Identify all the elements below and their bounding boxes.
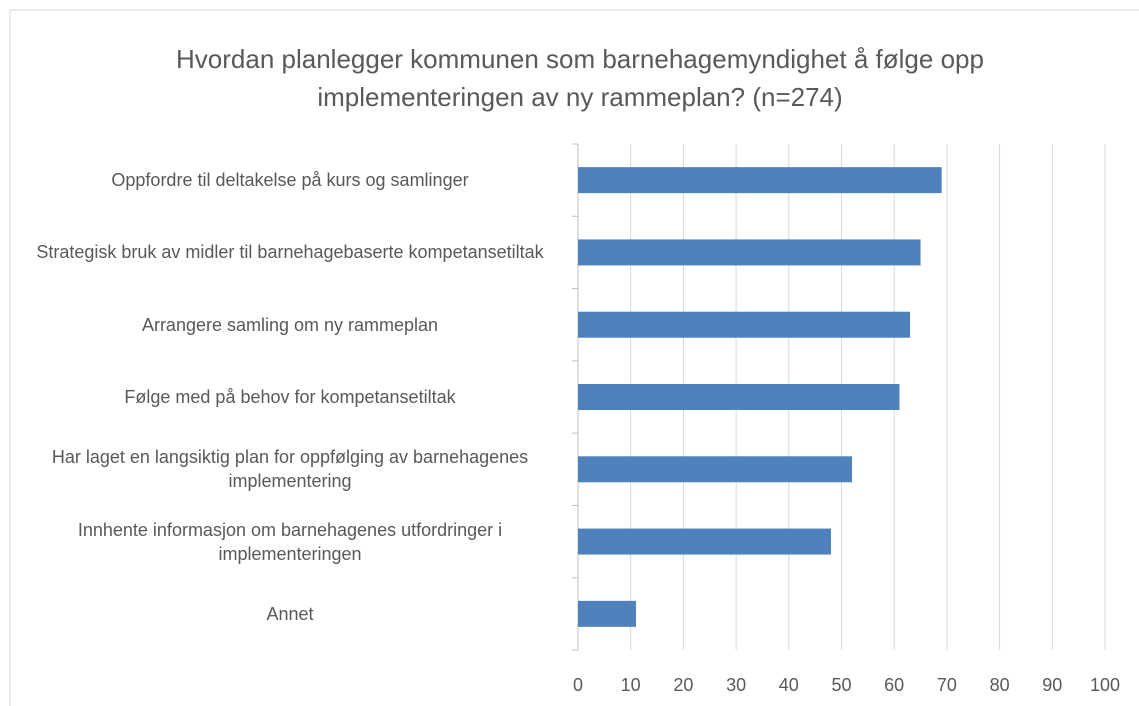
y-tick-label: Annet bbox=[266, 603, 314, 624]
chart-title: Hvordan planlegger kommunen som barnehag… bbox=[176, 44, 984, 112]
x-tick-label: 90 bbox=[1042, 675, 1062, 695]
y-tick-label: Innhente informasjon om barnehagenes utf… bbox=[77, 519, 503, 564]
x-tick-label: 0 bbox=[573, 675, 583, 695]
y-tick-label: Strategisk bruk av midler til barnehageb… bbox=[36, 242, 544, 263]
bar bbox=[578, 528, 831, 555]
bar bbox=[578, 600, 636, 627]
x-tick-label: 10 bbox=[621, 675, 641, 695]
bar bbox=[578, 456, 853, 483]
bar bbox=[578, 384, 900, 410]
y-tick-label: Arrangere samling om ny rammeplan bbox=[141, 314, 439, 335]
x-tick-label: 40 bbox=[779, 675, 799, 695]
x-tick-label: 50 bbox=[831, 675, 851, 695]
bar bbox=[578, 167, 942, 194]
x-tick-label: 100 bbox=[1090, 675, 1120, 695]
x-tick-label: 70 bbox=[937, 675, 957, 695]
x-tick-label: 20 bbox=[673, 675, 693, 695]
x-tick-label: 60 bbox=[884, 675, 904, 695]
y-tick-label: Følge med på behov for kompetansetiltak bbox=[124, 387, 456, 407]
bar bbox=[578, 239, 921, 266]
y-tick-label: Har laget en langsiktig plan for oppfølg… bbox=[51, 447, 529, 492]
y-tick-label: Oppfordre til deltakelse på kurs og saml… bbox=[111, 170, 469, 191]
bar bbox=[578, 311, 911, 338]
x-tick-label: 80 bbox=[990, 675, 1010, 695]
x-tick-label: 30 bbox=[726, 675, 746, 695]
